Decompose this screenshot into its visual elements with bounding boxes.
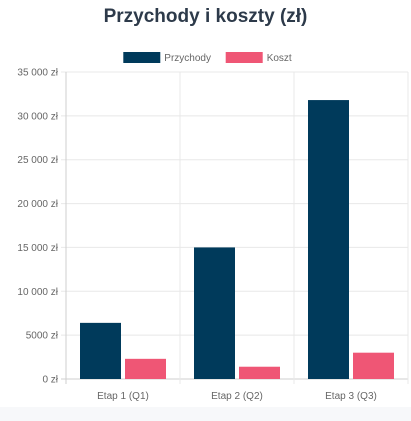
bar-koszt-2[interactable] — [239, 366, 280, 379]
bar-layer — [80, 100, 394, 379]
y-tick-label: 5000 zł — [26, 331, 59, 342]
y-tick-label: 15 000 zł — [17, 243, 58, 254]
y-tick-label: 30 000 zł — [17, 111, 58, 122]
axis-layer: 0 zł 5000 zł 10 000 zł 15 000 zł 20 000 zł 25… — [17, 68, 376, 403]
legend-label[interactable]: Przychody — [164, 53, 211, 64]
bar-koszt-3[interactable] — [353, 352, 394, 379]
legend: Przychody Koszt — [123, 52, 292, 64]
chart-title: Przychody i koszty (zł) — [103, 6, 308, 27]
y-tick-label: 20 000 zł — [17, 199, 58, 210]
legend-swatch[interactable] — [123, 52, 161, 63]
bar-koszt-1[interactable] — [125, 358, 166, 379]
y-tick-label: 35 000 zł — [17, 68, 58, 79]
footer-band — [0, 407, 411, 421]
legend-label[interactable]: Koszt — [267, 53, 292, 64]
x-tick-label: Etap 2 (Q2) — [211, 391, 263, 402]
y-tick-label: 0 zł — [42, 375, 58, 386]
x-tick-label: Etap 1 (Q1) — [97, 391, 149, 402]
bar-przychody-3[interactable] — [308, 100, 349, 379]
y-tick-label: 10 000 zł — [17, 287, 58, 298]
bar-przychody-2[interactable] — [194, 247, 235, 379]
legend-swatch[interactable] — [225, 52, 263, 63]
y-tick-label: 25 000 zł — [17, 155, 58, 166]
bar-przychody-1[interactable] — [80, 322, 121, 379]
x-tick-label: Etap 3 (Q3) — [325, 391, 377, 402]
